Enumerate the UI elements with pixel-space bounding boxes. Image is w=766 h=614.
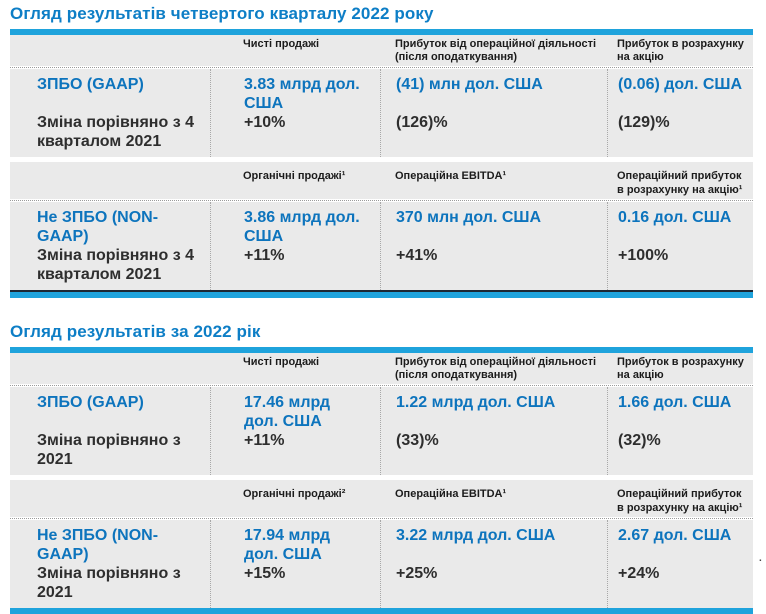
row-label-cell: Не ЗПБО (NON-GAAP) Зміна порівняно з 202…	[10, 520, 210, 608]
operating-eps-change: +100%	[618, 246, 669, 264]
value-cell: 3.86 млрд дол. США +11%	[210, 201, 380, 290]
table-header-row: Чисті продажі Прибуток від операційної д…	[10, 352, 753, 385]
gaap-row: ЗПБО (GAAP) Зміна порівняно з 2021 17.46…	[10, 387, 753, 476]
column-header-operating-eps: Операційний прибуток в розрахунку на акц…	[617, 488, 743, 514]
table-subheader-row: Органічні продажі² Операційна EBITDA¹ Оп…	[10, 480, 753, 517]
operating-income-change: (126)%	[396, 114, 448, 132]
value-cell: 3.22 млрд дол. США +25%	[380, 519, 607, 608]
value-cell: 1.66 дол. США (32)%	[607, 387, 753, 476]
organic-sales-value: 3.86 млрд дол. США	[244, 208, 360, 245]
results-table-q4: Чисті продажі Прибуток від операційної д…	[10, 29, 753, 298]
table-bottom-accent-bar	[10, 607, 753, 614]
non-gaap-row: Не ЗПБО (NON-GAAP) Зміна порівняно з 202…	[10, 519, 753, 608]
header-cell-empty	[10, 162, 210, 198]
operating-eps-value: 2.67 дол. США	[618, 526, 732, 544]
non-gaap-row: Не ЗПБО (NON-GAAP) Зміна порівняно з 4 к…	[10, 201, 753, 290]
value-cell: 2.67 дол. США +24%	[607, 519, 753, 608]
net-sales-change: +11%	[244, 432, 285, 450]
eps-change: (32)%	[618, 432, 661, 450]
row-label-cell: ЗПБО (GAAP) Зміна порівняно з 2021	[10, 387, 210, 475]
column-header-net-sales: Чисті продажі	[243, 355, 320, 368]
section-title: Огляд результатів четвертого кварталу 20…	[10, 4, 434, 23]
header-cell-empty	[10, 353, 210, 384]
column-header-organic-sales: Органічні продажі²	[243, 488, 346, 501]
dotted-separator	[10, 66, 753, 70]
value-cell: 1.22 млрд дол. США (33)%	[380, 387, 607, 476]
organic-sales-value: 17.94 млрд дол. США	[244, 526, 331, 563]
row-gap	[10, 475, 753, 481]
value-cell: 17.94 млрд дол. США +15%	[210, 519, 380, 608]
header-cell-empty	[10, 35, 210, 66]
row-label-cell: ЗПБО (GAAP) Зміна порівняно з 4 квартало…	[10, 69, 210, 157]
operating-ebitda-value: 370 млн дол. США	[396, 208, 542, 226]
gaap-label: ЗПБО (GAAP)	[37, 76, 144, 94]
gaap-label: ЗПБО (GAAP)	[37, 394, 144, 412]
table-subheader-row: Органічні продажі¹ Операційна EBITDA¹ Оп…	[10, 162, 753, 199]
section-q4-2022: Огляд результатів четвертого кварталу 20…	[10, 4, 753, 298]
dotted-separator	[10, 516, 753, 520]
non-gaap-label: Не ЗПБО (NON-GAAP)	[37, 208, 159, 245]
net-sales-value: 17.46 млрд дол. США	[244, 394, 331, 431]
operating-ebitda-value: 3.22 млрд дол. США	[396, 526, 556, 544]
column-header-operating-income: Прибуток від операційної діяльності (піс…	[395, 355, 597, 382]
eps-value: 1.66 дол. США	[618, 394, 732, 412]
value-cell: 0.16 дол. США +100%	[607, 201, 753, 290]
column-header-operating-eps: Операційний прибуток в розрахунку на акц…	[617, 170, 743, 196]
column-header-organic-sales: Органічні продажі¹	[243, 170, 346, 183]
operating-income-value: (41) млн дол. США	[396, 76, 543, 94]
non-gaap-label: Не ЗПБО (NON-GAAP)	[37, 526, 159, 563]
value-cell: (0.06) дол. США (129)%	[607, 69, 753, 158]
stray-dot: .	[759, 553, 762, 564]
table-top-accent-bar	[10, 29, 753, 35]
results-table-fy: Чисті продажі Прибуток від операційної д…	[10, 346, 753, 614]
gaap-row: ЗПБО (GAAP) Зміна порівняно з 4 квартало…	[10, 69, 753, 158]
operating-eps-change: +24%	[618, 564, 660, 582]
value-cell: 17.46 млрд дол. США +11%	[210, 387, 380, 476]
table-top-accent-bar	[10, 346, 753, 353]
value-cell: (41) млн дол. США (126)%	[380, 69, 607, 158]
header-cell-empty	[10, 480, 210, 516]
section-title: Огляд результатів за 2022 рік	[10, 321, 261, 341]
operating-ebitda-change: +41%	[396, 246, 438, 264]
change-label: Зміна порівняно з 2021	[37, 432, 181, 469]
table-bottom-accent-bar	[10, 289, 753, 298]
eps-change: (129)%	[618, 114, 670, 132]
row-gap	[10, 157, 753, 163]
column-header-eps: Прибуток в розрахунку на акцію	[617, 355, 744, 382]
eps-value: (0.06) дол. США	[618, 76, 743, 94]
net-sales-value: 3.83 млрд дол. США	[244, 76, 360, 113]
change-label: Зміна порівняно з 4 кварталом 2021	[37, 114, 194, 151]
organic-sales-change: +11%	[244, 246, 285, 264]
table-header-row: Чисті продажі Прибуток від операційної д…	[10, 35, 753, 67]
change-label: Зміна порівняно з 4 кварталом 2021	[37, 246, 194, 283]
column-header-operating-ebitda: Операційна EBITDA¹	[395, 170, 507, 183]
dotted-separator	[10, 198, 753, 202]
net-sales-change: +10%	[244, 114, 286, 132]
organic-sales-change: +15%	[244, 564, 286, 582]
dotted-separator	[10, 384, 753, 388]
operating-income-value: 1.22 млрд дол. США	[396, 394, 556, 412]
value-cell: 3.83 млрд дол. США +10%	[210, 69, 380, 158]
column-header-operating-income: Прибуток від операційної діяльності (піс…	[395, 38, 597, 64]
row-label-cell: Не ЗПБО (NON-GAAP) Зміна порівняно з 4 к…	[10, 202, 210, 290]
change-label: Зміна порівняно з 2021	[37, 564, 181, 601]
value-cell: 370 млн дол. США +41%	[380, 201, 607, 290]
column-header-operating-ebitda: Операційна EBITDA¹	[395, 488, 507, 501]
column-header-net-sales: Чисті продажі	[243, 38, 320, 50]
operating-income-change: (33)%	[396, 432, 439, 450]
column-header-eps: Прибуток в розрахунку на акцію	[617, 38, 744, 64]
operating-eps-value: 0.16 дол. США	[618, 208, 732, 226]
section-fy-2022: Огляд результатів за 2022 рік Чисті прод…	[10, 322, 753, 614]
operating-ebitda-change: +25%	[396, 564, 438, 582]
